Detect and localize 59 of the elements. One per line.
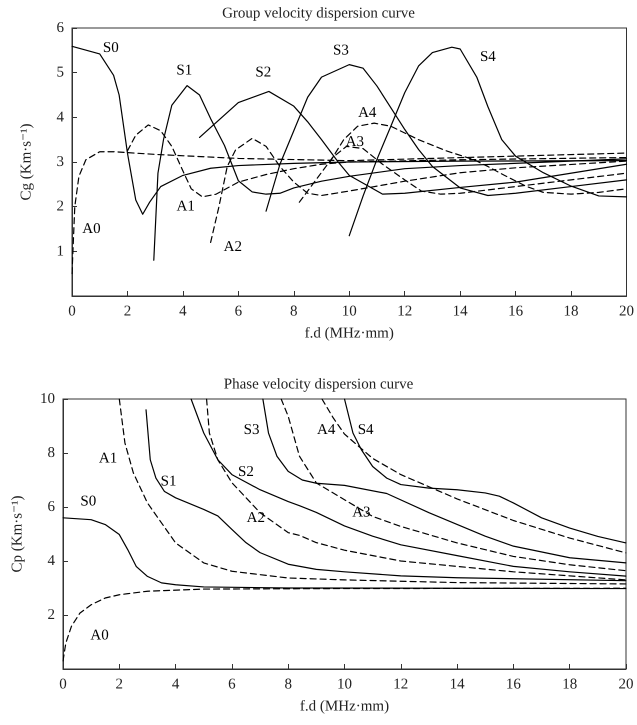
x-tick-label: 2 bbox=[124, 304, 132, 320]
x-tick-label: 6 bbox=[234, 304, 243, 320]
x-tick-label: 2 bbox=[116, 676, 124, 692]
series-label: A4 bbox=[358, 104, 377, 121]
y-tick-label: 2 bbox=[56, 198, 64, 215]
series-label: A4 bbox=[317, 422, 336, 438]
series-label: S4 bbox=[480, 49, 496, 66]
y-axis-title: Cp (Km·s⁻¹) bbox=[10, 496, 26, 572]
x-axis-title: f.d (MHz·mm) bbox=[304, 326, 394, 342]
series-label: A3 bbox=[346, 134, 364, 150]
y-tick-label: 1 bbox=[56, 243, 64, 260]
chart-title: Group velocity dispersion curve bbox=[222, 6, 416, 22]
series-label: A3 bbox=[352, 504, 371, 520]
x-tick-label: 4 bbox=[172, 676, 180, 692]
series-label: S0 bbox=[80, 494, 96, 510]
x-tick-label: 16 bbox=[506, 676, 522, 692]
y-tick-label: 5 bbox=[56, 64, 64, 81]
series-label: S2 bbox=[255, 64, 272, 81]
x-tick-label: 18 bbox=[562, 676, 578, 692]
x-tick-label: 16 bbox=[508, 304, 524, 320]
series-label: A0 bbox=[82, 221, 101, 237]
x-tick-label: 0 bbox=[59, 676, 67, 692]
x-tick-label: 18 bbox=[564, 304, 579, 320]
series-label: S2 bbox=[238, 464, 254, 480]
x-tick-label: 10 bbox=[337, 676, 352, 692]
y-tick-label: 10 bbox=[40, 391, 55, 407]
y-tick-label: 3 bbox=[56, 154, 64, 170]
y-tick-label: 4 bbox=[56, 109, 64, 126]
series-label: A1 bbox=[98, 450, 118, 466]
x-tick-label: 20 bbox=[618, 676, 634, 692]
series-label: A0 bbox=[90, 627, 109, 644]
y-tick-label: 4 bbox=[48, 553, 56, 569]
series-label: A2 bbox=[224, 238, 242, 255]
x-tick-label: 4 bbox=[179, 304, 188, 320]
series-label: S1 bbox=[176, 62, 192, 78]
series-label: S3 bbox=[333, 42, 349, 58]
x-tick-label: 14 bbox=[452, 304, 468, 320]
y-tick-label: 8 bbox=[48, 445, 55, 461]
x-tick-label: 10 bbox=[342, 304, 357, 320]
x-tick-label: 20 bbox=[619, 304, 634, 320]
y-axis-title: Cg (Km·s⁻¹) bbox=[18, 124, 34, 200]
y-tick-label: 6 bbox=[56, 20, 64, 36]
series-label: S1 bbox=[160, 473, 176, 490]
x-tick-label: 12 bbox=[393, 676, 408, 692]
series-label: A2 bbox=[246, 510, 265, 526]
x-tick-label: 6 bbox=[228, 676, 236, 692]
series-label: S4 bbox=[358, 422, 374, 438]
chart-title: Phase velocity dispersion curve bbox=[224, 376, 414, 392]
series-label: S3 bbox=[244, 422, 260, 438]
series-label: A1 bbox=[176, 198, 195, 215]
x-tick-label: 0 bbox=[68, 304, 76, 320]
y-tick-label: 6 bbox=[48, 499, 56, 515]
y-tick-label: 2 bbox=[48, 607, 55, 623]
x-tick-label: 12 bbox=[397, 304, 412, 320]
x-tick-label: 8 bbox=[290, 304, 298, 320]
x-tick-label: 14 bbox=[450, 676, 466, 692]
series-label: S0 bbox=[102, 40, 119, 56]
x-tick-label: 8 bbox=[284, 676, 292, 692]
x-axis-title: f.d (MHz·mm) bbox=[300, 698, 390, 714]
